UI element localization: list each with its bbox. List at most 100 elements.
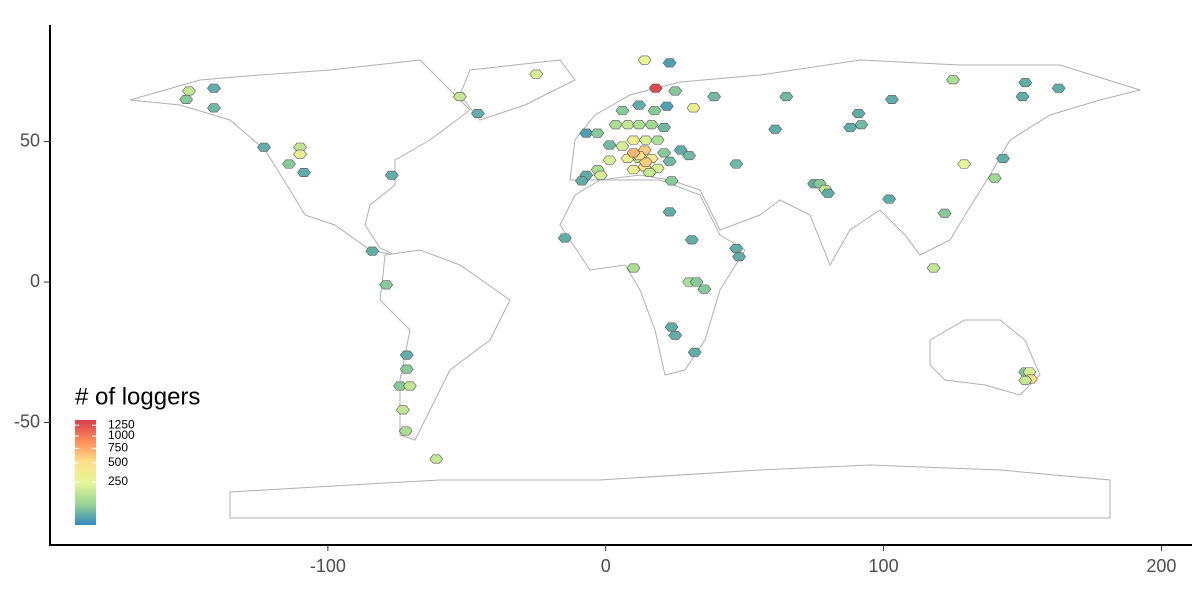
hexbin — [697, 284, 712, 294]
africa — [559, 179, 746, 376]
hexbin — [662, 156, 677, 166]
colorbar-label: 1250 — [108, 417, 135, 431]
hexbin — [882, 194, 897, 204]
hexbin — [885, 94, 899, 104]
hexbin — [626, 263, 641, 273]
hexbin — [987, 173, 1002, 183]
hexbin — [673, 145, 688, 155]
hexbin — [297, 167, 311, 177]
hexbin — [668, 330, 683, 340]
hexbin — [996, 153, 1010, 163]
hexbin — [686, 103, 701, 113]
colorbar-label: 1000 — [108, 428, 135, 442]
hexbin — [648, 83, 663, 93]
hexbin — [644, 120, 659, 130]
hexbin — [957, 159, 972, 169]
hexbin — [687, 347, 702, 357]
hexbin — [682, 151, 696, 161]
x-tick-label: 0 — [601, 556, 611, 576]
hexbin — [637, 55, 652, 65]
hexbin — [662, 58, 677, 68]
hexbin — [593, 170, 608, 180]
hexbin — [689, 277, 704, 287]
hexbin — [529, 69, 544, 79]
hexbin — [684, 235, 699, 245]
hexbin — [182, 86, 196, 96]
hexbin — [1051, 83, 1066, 93]
hexbin — [402, 381, 417, 391]
x-tick-label: 100 — [869, 556, 899, 576]
hexbin — [664, 176, 679, 186]
hexbin — [615, 141, 630, 151]
hexbin — [821, 188, 835, 198]
hexbin — [398, 426, 413, 436]
hexbin — [729, 243, 744, 253]
hexbin — [946, 75, 960, 85]
hexbin — [647, 106, 662, 116]
hexbin — [662, 207, 677, 217]
hexbin — [399, 350, 414, 360]
hexbin — [668, 86, 683, 96]
hexbin — [926, 263, 941, 273]
hexbin — [632, 100, 646, 110]
antarctica — [229, 464, 1111, 519]
hexbin — [768, 124, 783, 134]
hexbin — [937, 208, 952, 218]
hexbin — [664, 322, 679, 332]
south-america — [379, 249, 511, 441]
hexbin — [779, 92, 794, 102]
colorbar — [75, 420, 96, 525]
hexbin — [642, 167, 657, 177]
hexbin — [293, 149, 307, 159]
colorbar-label: 750 — [108, 441, 128, 455]
hexbins — [179, 55, 1066, 464]
hexbin — [707, 92, 721, 102]
hexbin — [615, 106, 630, 116]
hexbin — [1018, 375, 1033, 385]
colorbar-label: 500 — [108, 455, 128, 469]
hexbin — [471, 108, 485, 118]
hexbin — [429, 454, 444, 464]
hexbin — [379, 280, 394, 290]
hexbin — [1018, 78, 1033, 88]
hexbin — [626, 135, 641, 145]
colorbar-label: 250 — [108, 474, 128, 488]
hexbin — [384, 170, 399, 180]
x-tick-label: -100 — [310, 556, 346, 576]
hexbin — [590, 128, 605, 138]
australia — [929, 319, 1041, 396]
hexbin — [638, 135, 653, 145]
hexbin — [282, 159, 296, 169]
hexbin — [602, 155, 617, 165]
hexbin — [179, 94, 194, 104]
hexbin — [851, 108, 866, 118]
hexbin — [395, 405, 410, 415]
hexbin — [659, 101, 674, 111]
hexbin — [399, 364, 414, 374]
hexbin — [854, 120, 869, 130]
eurasia — [569, 59, 1142, 267]
hexbin — [632, 120, 646, 130]
y-tick-label: 0 — [30, 271, 40, 291]
hexbin — [657, 148, 671, 158]
hexbin — [365, 246, 380, 256]
hexbin — [729, 159, 744, 169]
y-tick-label: 50 — [20, 130, 40, 150]
hexbin — [602, 140, 617, 150]
legend-title: # of loggers — [75, 383, 200, 410]
hexbin — [557, 233, 572, 243]
hexbin — [452, 92, 467, 102]
hexbin — [257, 142, 271, 152]
hexbin — [1015, 92, 1030, 102]
hexbin — [574, 176, 589, 186]
y-tick-label: -50 — [14, 411, 40, 431]
basemap — [129, 59, 1142, 519]
hexbin — [657, 123, 671, 133]
hexbin — [207, 103, 221, 113]
hexbin — [650, 135, 665, 145]
hexbin — [732, 252, 746, 262]
x-tick-label: 200 — [1146, 556, 1176, 576]
hexbin — [608, 120, 623, 130]
hexbin — [207, 83, 221, 93]
